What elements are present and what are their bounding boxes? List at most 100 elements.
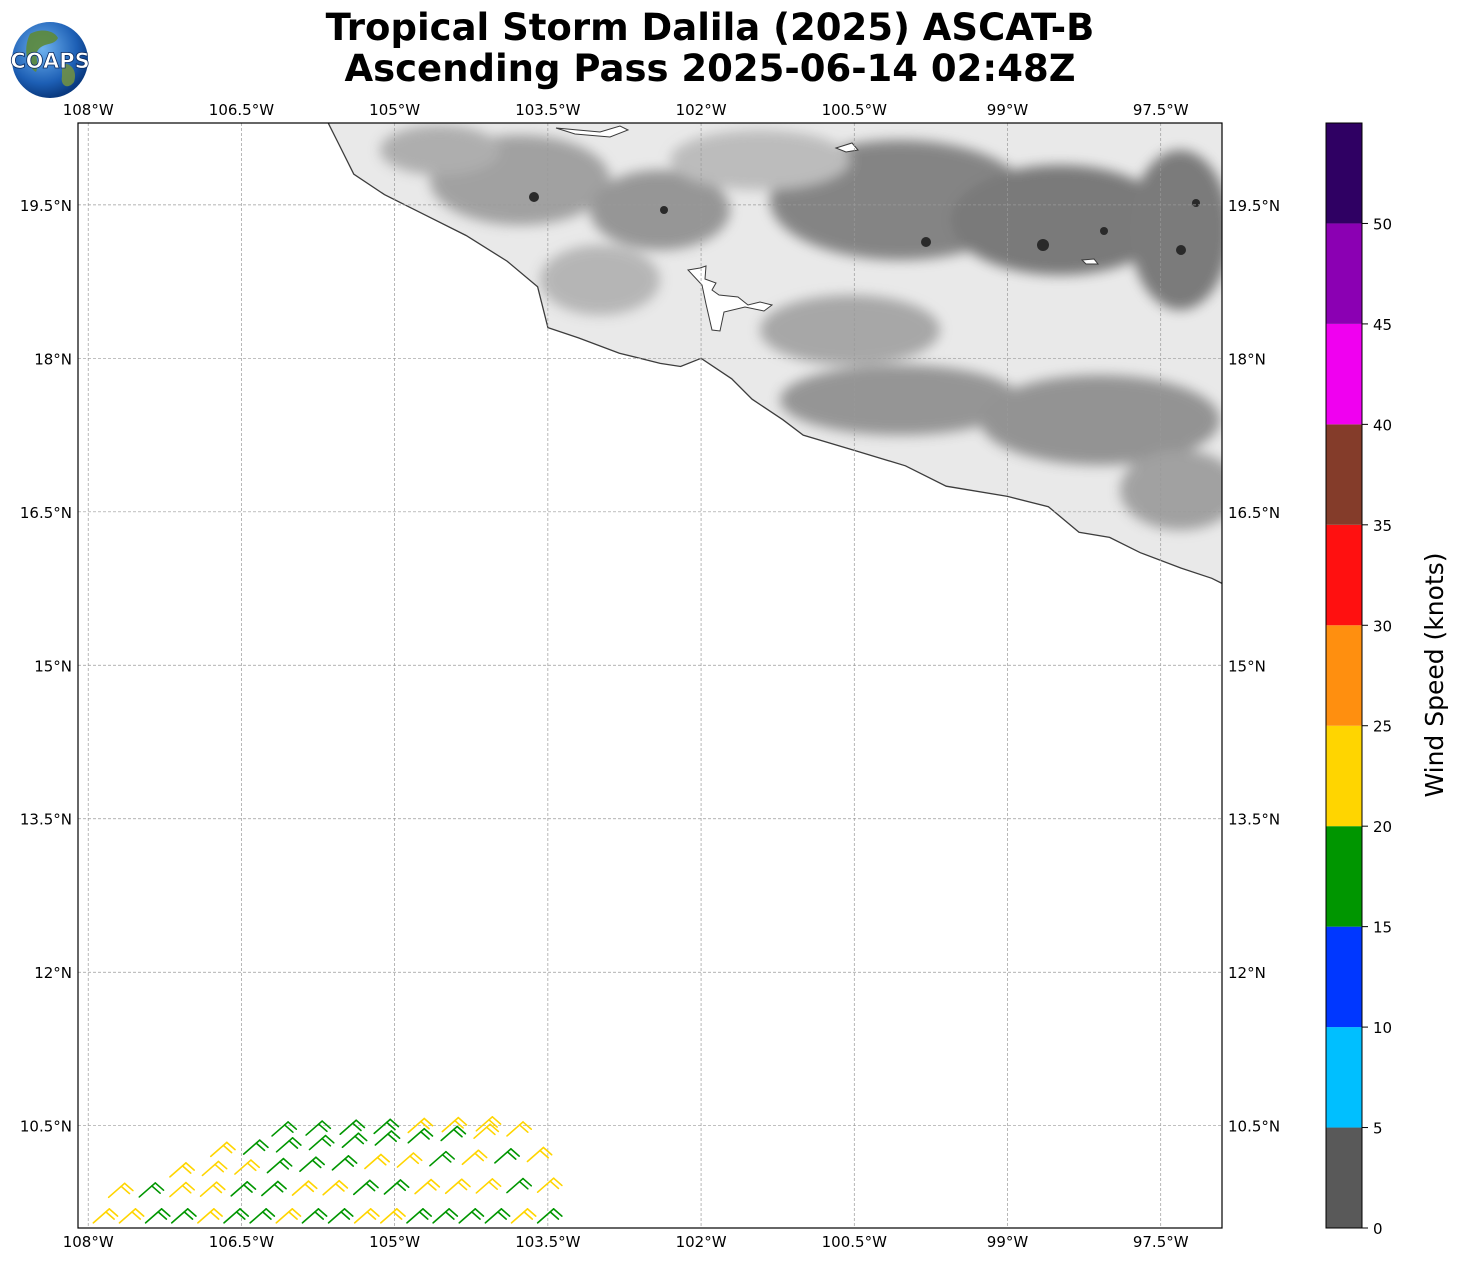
lon-label-bottom: 102°W	[676, 1233, 727, 1251]
colorbar-bin	[1326, 123, 1362, 224]
wind-barb	[234, 1159, 260, 1175]
wind-barb	[199, 1181, 226, 1198]
gridlines	[78, 123, 1222, 1228]
lat-label-right: 13.5°N	[1228, 811, 1280, 829]
lon-label-top: 105°W	[369, 101, 420, 119]
colorbar-bin	[1326, 1127, 1362, 1228]
wind-barb	[526, 1146, 553, 1163]
lat-label-left: 10.5°N	[20, 1118, 72, 1136]
title-line-1: Tropical Storm Dalila (2025) ASCAT-B	[325, 6, 1095, 49]
lat-label-left: 16.5°N	[20, 504, 72, 522]
colorbar-ticks: 0 5 10 15 20 25 30 35 40 45 50	[1362, 215, 1392, 1238]
wind-barb	[407, 1117, 434, 1134]
colorbar-bin	[1326, 524, 1362, 626]
colorbar-title: Wind Speed (knots)	[1420, 552, 1449, 797]
wind-barb	[107, 1182, 134, 1199]
wind-barb	[406, 1208, 433, 1224]
wind-barb	[506, 1177, 533, 1194]
wind-barb	[510, 1208, 537, 1224]
wind-barb	[339, 1119, 366, 1136]
lat-label-left: 18°N	[34, 350, 72, 368]
lon-label-top: 97.5°W	[1133, 101, 1189, 119]
lon-label-bottom: 103.5°W	[515, 1233, 580, 1251]
colorbar-tick-label: 30	[1373, 617, 1392, 635]
logo-text: COAPS	[10, 49, 89, 73]
wind-barb	[169, 1181, 195, 1198]
colorbar-tick-label: 15	[1373, 919, 1392, 937]
lat-label-right: 10.5°N	[1228, 1118, 1280, 1136]
colorbar-tick-label: 20	[1373, 818, 1392, 836]
wind-barb	[429, 1150, 455, 1167]
wind-barb	[249, 1208, 276, 1224]
lon-label-top: 108°W	[63, 101, 114, 119]
wind-barb	[261, 1180, 287, 1197]
colorbar-frame	[1325, 122, 1363, 1229]
wind-barb	[170, 1208, 197, 1224]
colorbar-bin	[1326, 725, 1362, 827]
lake	[1080, 258, 1100, 265]
colorbar-bin	[1326, 826, 1362, 927]
colorbar-tick-label: 35	[1373, 517, 1392, 535]
wind-barb	[291, 1180, 318, 1196]
lon-label-bottom: 100.5°W	[822, 1233, 887, 1251]
wind-barb	[299, 1156, 325, 1173]
wind-barb	[461, 1149, 488, 1166]
lon-label-top: 102°W	[676, 101, 727, 119]
wind-barb	[271, 1121, 298, 1137]
lon-label-top: 99°W	[987, 101, 1029, 119]
wind-barb	[169, 1162, 195, 1178]
wind-barb	[308, 1134, 335, 1151]
map-frame	[77, 122, 1223, 1229]
wind-barb	[352, 1179, 379, 1196]
colorbar-tick-label: 10	[1373, 1019, 1392, 1037]
wind-barb	[407, 1127, 434, 1144]
ocean-background	[78, 123, 1222, 1228]
colorbar-tick-label: 50	[1373, 215, 1392, 233]
colorbar-bin	[1326, 625, 1362, 726]
lon-label-bottom: 105°W	[369, 1233, 420, 1251]
wind-barb	[440, 1125, 467, 1142]
wind-barb	[484, 1208, 511, 1224]
lat-label-right: 12°N	[1228, 964, 1266, 982]
lat-label-right: 16.5°N	[1228, 504, 1280, 522]
wind-barb	[266, 1157, 293, 1174]
wind-barb	[301, 1208, 328, 1224]
wind-barb	[373, 1118, 400, 1135]
wind-barb	[383, 1179, 410, 1195]
wind-barb	[209, 1141, 236, 1158]
lat-label-right: 15°N	[1228, 657, 1266, 675]
wind-barb	[331, 1155, 358, 1171]
lon-label-bottom: 106.5°W	[209, 1233, 274, 1251]
wind-barb	[201, 1160, 228, 1177]
colorbar-tick-label: 0	[1373, 1220, 1383, 1238]
lat-label-left: 15°N	[34, 657, 72, 675]
wind-barb	[138, 1182, 165, 1198]
lake	[555, 125, 630, 138]
colorbar-tick-label: 45	[1373, 316, 1392, 334]
lon-label-bottom: 99°W	[987, 1233, 1029, 1251]
wind-barb	[494, 1148, 520, 1164]
colorbar-tick-label: 40	[1373, 416, 1392, 434]
wind-barb	[536, 1208, 563, 1224]
wind-barb	[275, 1137, 302, 1153]
colorbar-bin	[1326, 323, 1362, 425]
longitude-labels-bottom: 108°W 106.5°W 105°W 103.5°W 102°W 100.5°W 99°W…	[63, 1233, 1189, 1251]
lon-label-top: 100.5°W	[822, 101, 887, 119]
wind-barb	[353, 1208, 380, 1224]
wind-barb	[322, 1179, 349, 1196]
wind-barb	[432, 1208, 459, 1224]
latitude-labels-right: 19.5°N 18°N 16.5°N 15°N 13.5°N 12°N 10.5°N	[1228, 197, 1280, 1136]
wind-barb	[223, 1208, 250, 1224]
wind-barb	[118, 1208, 145, 1224]
wind-barb	[441, 1116, 468, 1133]
wind-barb	[475, 1116, 502, 1132]
wind-barb	[475, 1178, 502, 1194]
wind-barb	[275, 1208, 302, 1224]
wind-barb	[230, 1181, 257, 1197]
coaps-logo: COAPS	[10, 22, 90, 98]
terrain-relief	[328, 123, 1222, 584]
wind-barb	[414, 1178, 441, 1195]
lat-label-right: 18°N	[1228, 350, 1266, 368]
lon-label-bottom: 97.5°W	[1133, 1233, 1189, 1251]
